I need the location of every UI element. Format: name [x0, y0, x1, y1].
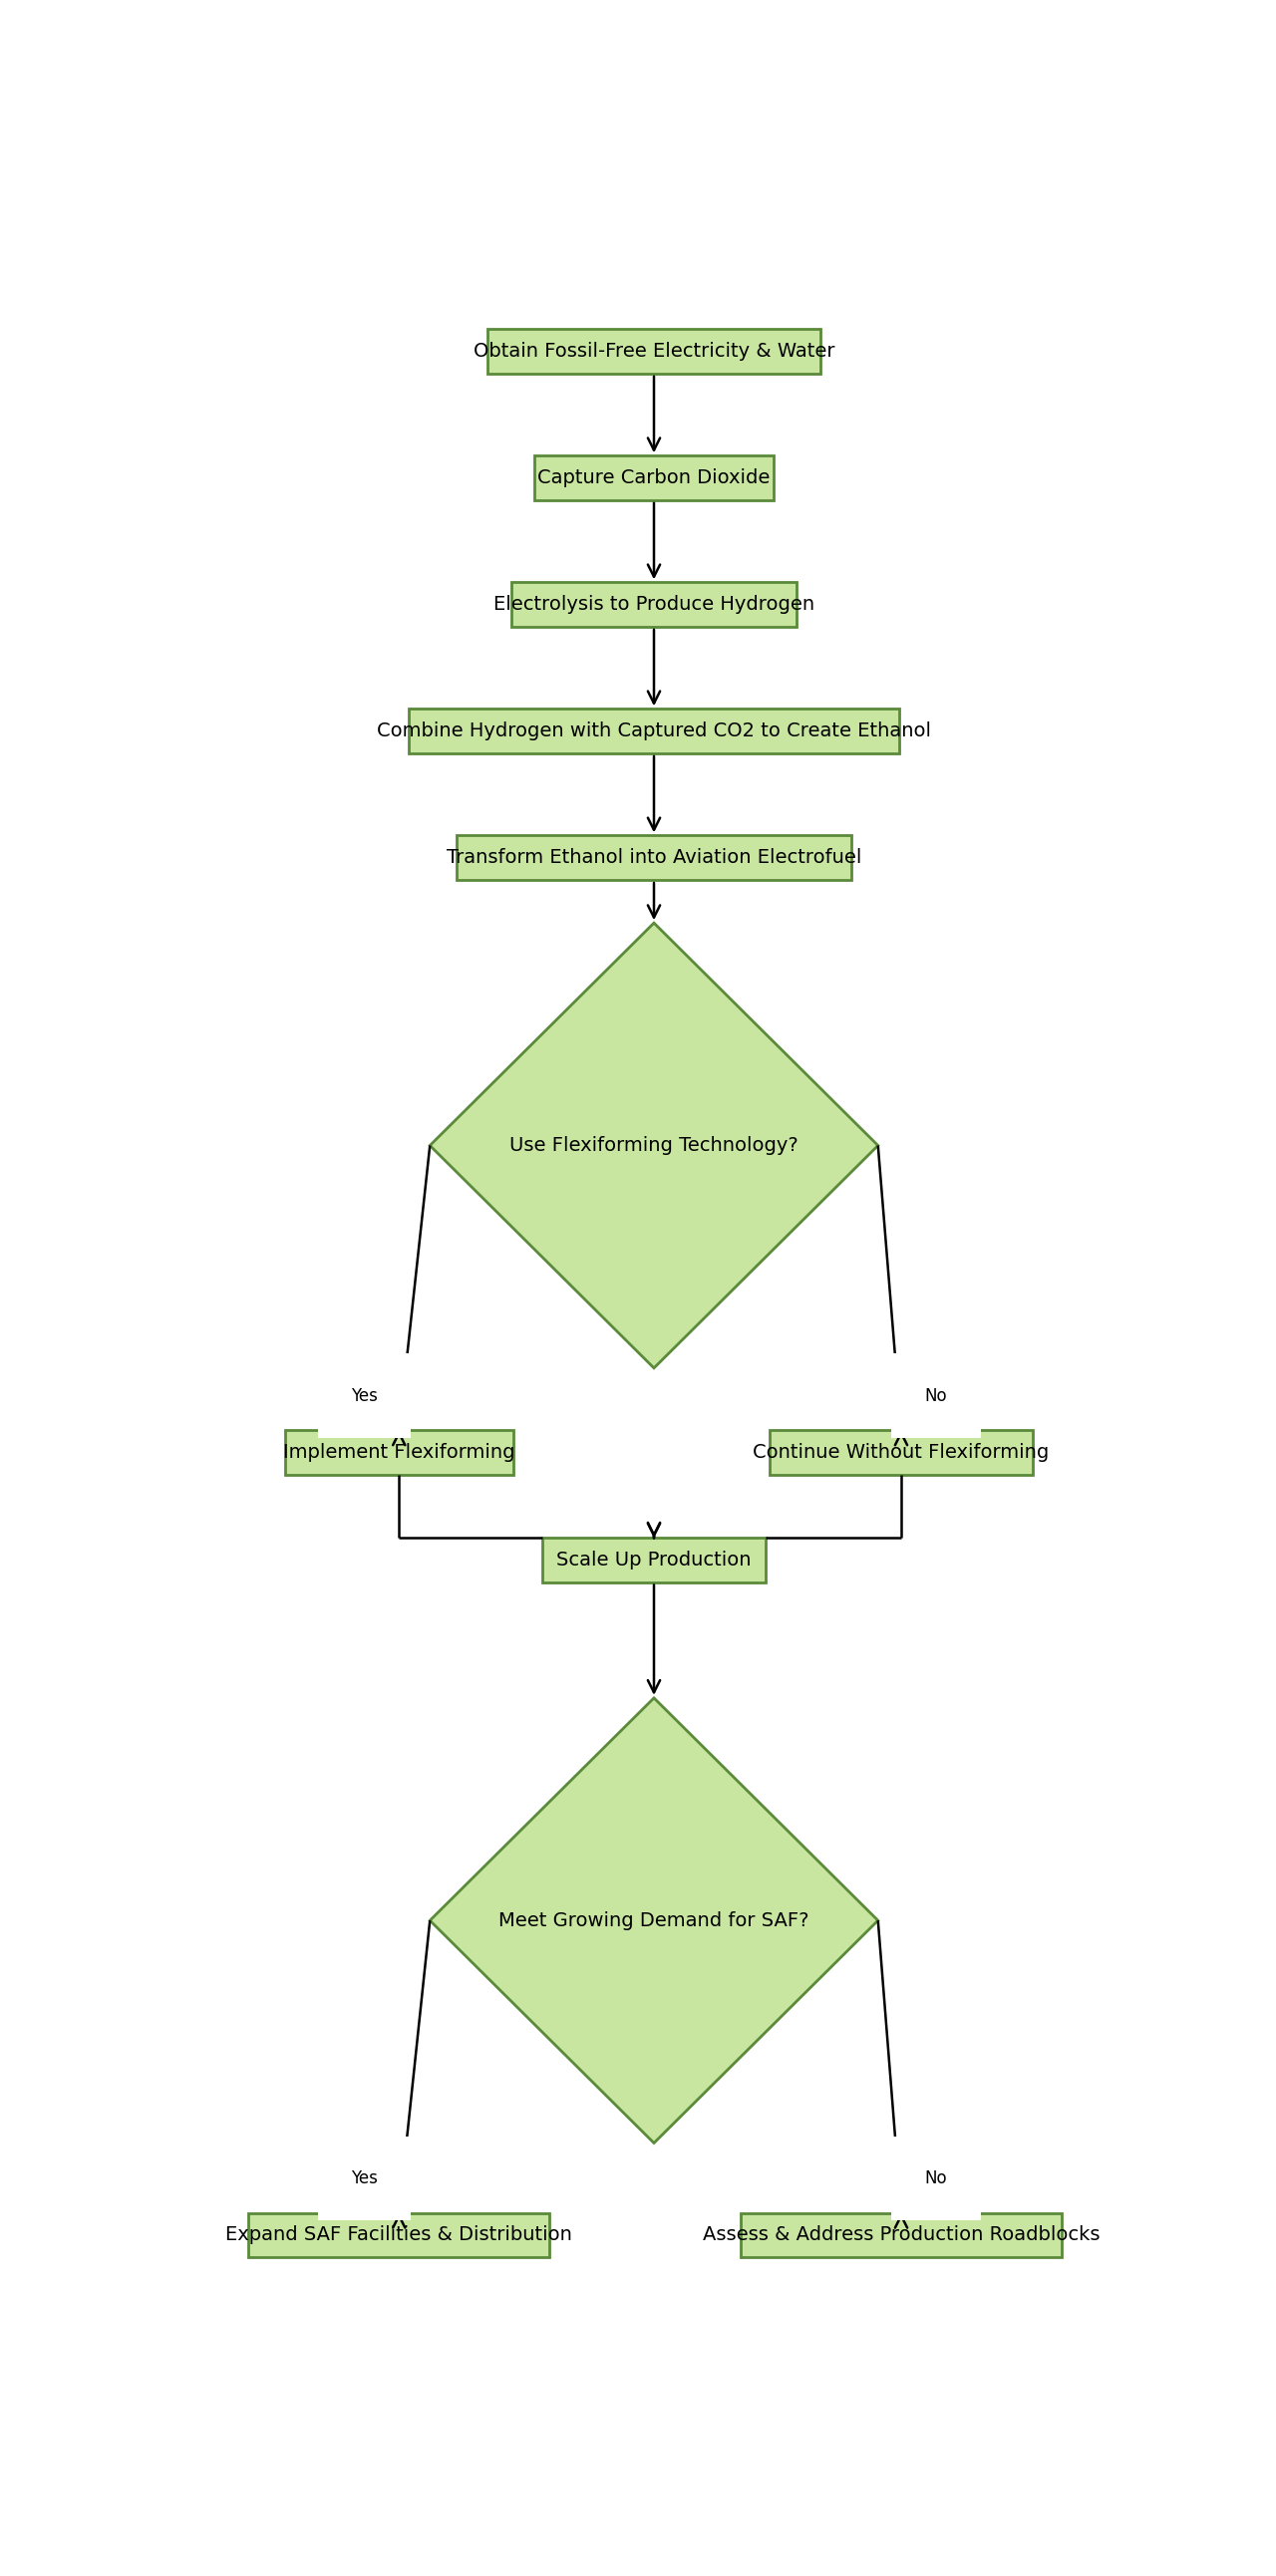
Text: No: No [925, 1386, 947, 1404]
FancyBboxPatch shape [741, 2213, 1062, 2257]
Polygon shape [430, 922, 878, 1368]
FancyBboxPatch shape [249, 2213, 550, 2257]
Text: Meet Growing Demand for SAF?: Meet Growing Demand for SAF? [499, 1911, 809, 1929]
Text: Assess & Address Production Roadblocks: Assess & Address Production Roadblocks [703, 2226, 1100, 2244]
FancyBboxPatch shape [535, 456, 773, 500]
Text: Capture Carbon Dioxide: Capture Carbon Dioxide [537, 469, 771, 487]
FancyBboxPatch shape [487, 330, 820, 374]
Text: Continue Without Flexiforming: Continue Without Flexiforming [753, 1443, 1049, 1463]
Text: Obtain Fossil-Free Electricity & Water: Obtain Fossil-Free Electricity & Water [473, 343, 835, 361]
Text: Electrolysis to Produce Hydrogen: Electrolysis to Produce Hydrogen [494, 595, 814, 613]
FancyBboxPatch shape [542, 1538, 766, 1582]
Text: Yes: Yes [351, 1386, 378, 1404]
Text: Transform Ethanol into Aviation Electrofuel: Transform Ethanol into Aviation Electrof… [447, 848, 861, 868]
FancyBboxPatch shape [769, 1430, 1032, 1473]
Text: Yes: Yes [351, 2169, 378, 2187]
FancyBboxPatch shape [285, 1430, 513, 1473]
Text: Implement Flexiforming: Implement Flexiforming [283, 1443, 516, 1463]
Text: Use Flexiforming Technology?: Use Flexiforming Technology? [509, 1136, 799, 1154]
FancyBboxPatch shape [408, 708, 900, 752]
Text: Scale Up Production: Scale Up Production [556, 1551, 752, 1569]
Text: Expand SAF Facilities & Distribution: Expand SAF Facilities & Distribution [226, 2226, 573, 2244]
FancyBboxPatch shape [457, 835, 851, 881]
Text: Combine Hydrogen with Captured CO2 to Create Ethanol: Combine Hydrogen with Captured CO2 to Cr… [376, 721, 931, 742]
Text: No: No [925, 2169, 947, 2187]
FancyBboxPatch shape [510, 582, 798, 626]
Polygon shape [430, 1698, 878, 2143]
